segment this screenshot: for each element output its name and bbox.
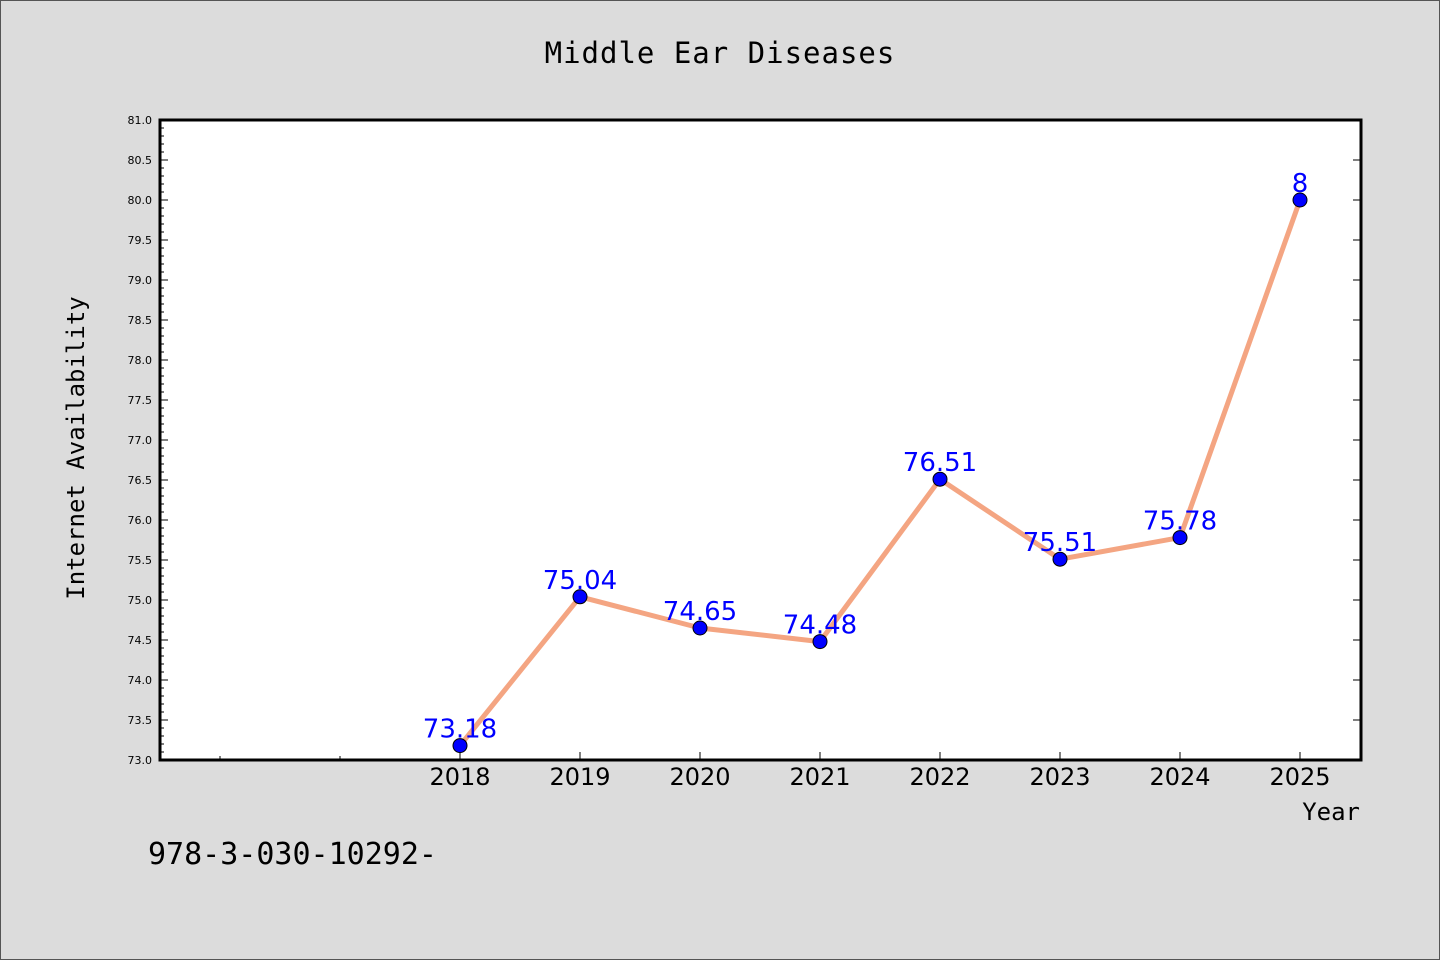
plot-area: [158, 118, 1363, 762]
data-point-marker: [452, 738, 468, 754]
data-label: 74.65: [663, 597, 737, 627]
y-tick-label: 77.5: [128, 394, 153, 407]
y-tick-label: 75.0: [128, 594, 153, 607]
y-tick-label: 76.5: [128, 474, 153, 487]
footnote: 978-3-030-10292-: [148, 837, 437, 872]
y-tick-label: 80.0: [128, 194, 153, 207]
y-tick-label: 77.0: [128, 434, 153, 447]
y-axis-label: Internet Availability: [62, 296, 90, 599]
x-axis-label: Year: [1302, 798, 1360, 826]
data-label: 75.04: [543, 566, 617, 596]
data-point-marker: [692, 620, 708, 636]
data-point-marker: [932, 471, 948, 487]
data-label: 76.51: [903, 448, 977, 478]
data-point-marker: [812, 634, 828, 650]
series-line-group: 73.18 75.04 74.65 74.48 76.51 75.51 75.78 8: [423, 169, 1309, 754]
series-line: [458, 199, 1303, 748]
y-tick-label: 79.5: [128, 234, 153, 247]
y-tick-label: 80.5: [128, 154, 153, 167]
y-tick-label: 74.0: [128, 674, 153, 687]
y-axis: 73.0 73.5 74.0 74.5 75.0 75.5 76.0 76.5 77.0 77.5…: [128, 114, 1361, 767]
x-tick-label: 2019: [549, 763, 610, 791]
x-tick-label: 2022: [909, 763, 970, 791]
y-tick-label: 78.5: [128, 314, 153, 327]
x-tick-label: 2023: [1029, 763, 1090, 791]
data-label: 75.51: [1023, 528, 1097, 558]
y-tick-label: 74.5: [128, 634, 153, 647]
y-tick-label: 81.0: [128, 114, 153, 127]
x-tick-label: 2024: [1149, 763, 1210, 791]
y-tick-label: 79.0: [128, 274, 153, 287]
x-tick-label: 2018: [429, 763, 490, 791]
y-tick-label: 73.5: [128, 714, 153, 727]
data-label: 8: [1292, 169, 1309, 199]
y-tick-label: 76.0: [128, 514, 153, 527]
y-tick-label: 78.0: [128, 354, 153, 367]
data-point-marker: [1172, 530, 1188, 546]
data-label: 74.48: [783, 611, 857, 641]
data-point-marker: [1292, 192, 1308, 208]
y-tick-label: 73.0: [128, 754, 153, 767]
data-point-marker: [572, 589, 588, 605]
data-point-marker: [1052, 551, 1068, 567]
x-tick-label: 2020: [669, 763, 730, 791]
data-label: 73.18: [423, 715, 497, 745]
y-tick-label: 75.5: [128, 554, 153, 567]
data-label: 75.78: [1143, 507, 1217, 537]
chart-title: Middle Ear Diseases: [545, 36, 896, 70]
x-tick-label: 2021: [789, 763, 850, 791]
x-axis: 2018 2019 2020 2021 2022 2023 2024 2025: [219, 752, 1331, 791]
x-tick-label: 2025: [1269, 763, 1330, 791]
